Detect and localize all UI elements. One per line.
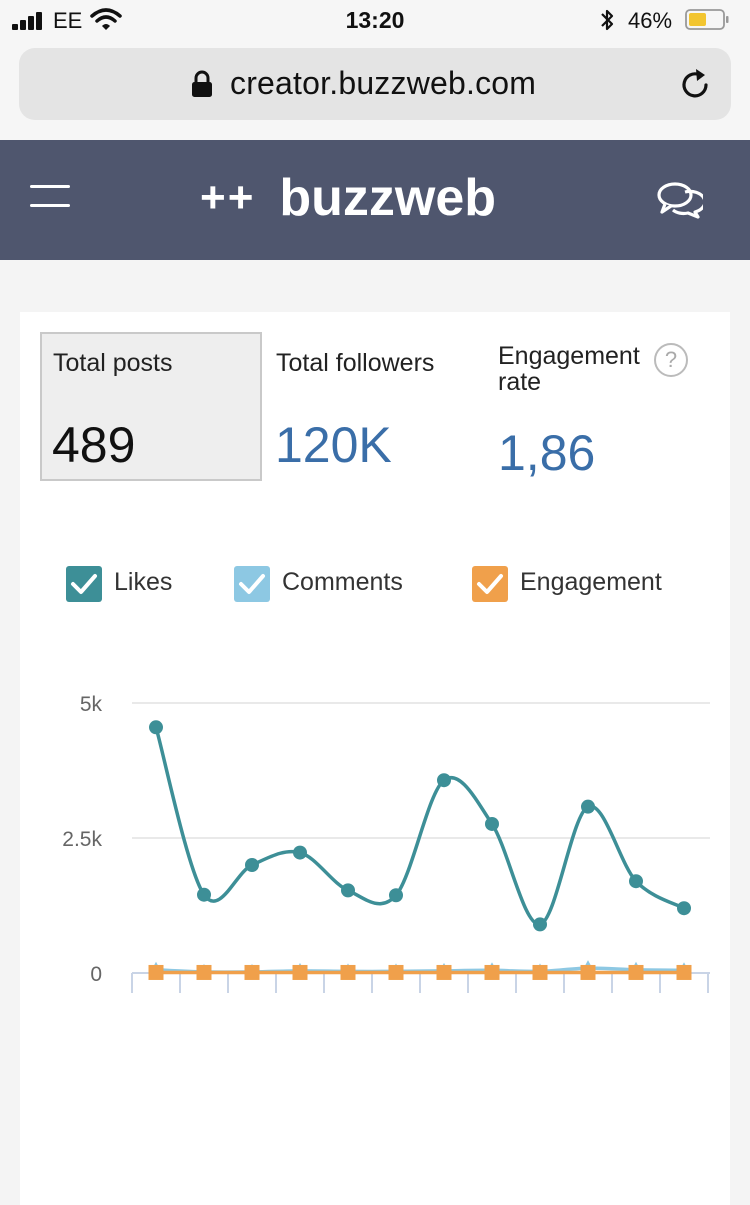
data-point-likes xyxy=(581,799,595,814)
data-point-likes xyxy=(341,883,355,898)
data-point-likes xyxy=(245,858,259,872)
data-point-likes xyxy=(197,887,211,902)
data-point-likes xyxy=(485,816,499,831)
help-icon[interactable]: ? xyxy=(654,343,688,377)
legend-label: Comments xyxy=(282,568,403,596)
data-point-likes xyxy=(533,917,547,932)
logo-mark: ++ xyxy=(200,173,256,222)
bluetooth-icon xyxy=(601,9,614,31)
y-tick-label: 5k xyxy=(80,693,103,716)
y-axis: 0 2.5k 5k xyxy=(62,693,102,986)
data-point-engagement xyxy=(244,964,260,980)
checkbox-engagement[interactable] xyxy=(472,566,508,602)
data-point-engagement xyxy=(436,964,452,980)
browser-toolbar: creator.buzzweb.com xyxy=(0,40,750,140)
line-chart: 0 2.5k 5k xyxy=(62,693,710,993)
data-point-engagement xyxy=(148,964,164,980)
analytics-card: Total posts 489 Total followers 120K Eng… xyxy=(20,312,730,1205)
lock-icon xyxy=(192,70,212,97)
stat-label: Total followers xyxy=(276,349,435,377)
battery-icon xyxy=(685,9,729,30)
series-engagement xyxy=(148,964,692,980)
y-tick-label: 0 xyxy=(90,963,102,986)
data-point-likes xyxy=(293,845,307,860)
url-text: creator.buzzweb.com xyxy=(230,65,537,101)
data-point-likes xyxy=(677,901,691,916)
data-point-likes xyxy=(389,888,403,903)
y-tick-label: 2.5k xyxy=(62,828,102,851)
chart-grid xyxy=(132,702,710,974)
battery-percent: 46% xyxy=(628,8,673,33)
checkbox-likes[interactable] xyxy=(66,566,102,602)
data-point-engagement xyxy=(292,964,308,980)
series-likes xyxy=(149,720,691,932)
stat-total-posts[interactable]: Total posts 489 xyxy=(40,332,262,481)
check-icon xyxy=(71,574,97,594)
stat-value: 489 xyxy=(52,417,136,473)
stat-value: 120K xyxy=(275,417,392,473)
hamburger-menu-icon[interactable] xyxy=(30,185,70,207)
x-axis xyxy=(131,972,710,993)
data-point-engagement xyxy=(340,964,356,980)
stat-label-line1: Engagement xyxy=(498,342,640,370)
wifi-icon xyxy=(90,8,122,30)
carrier-label: EE xyxy=(53,8,83,33)
chat-icon[interactable] xyxy=(655,180,703,220)
data-point-engagement xyxy=(628,964,644,980)
reload-icon[interactable] xyxy=(679,68,713,102)
chart-series xyxy=(148,720,692,980)
stat-value: 1,86 xyxy=(498,425,596,481)
data-point-likes xyxy=(629,874,643,889)
data-point-likes xyxy=(437,773,451,788)
data-point-engagement xyxy=(580,964,596,980)
app-header: ++ buzzweb xyxy=(0,140,750,260)
logo-text: buzzweb xyxy=(279,169,497,227)
checkbox-comments[interactable] xyxy=(234,566,270,602)
series-line-likes xyxy=(154,726,685,927)
check-icon xyxy=(477,574,503,594)
data-point-engagement xyxy=(484,964,500,980)
stat-label: Total posts xyxy=(53,349,173,377)
brand-logo[interactable]: ++ buzzweb xyxy=(200,168,496,228)
clock: 13:20 xyxy=(345,7,405,33)
signal-icon xyxy=(12,12,48,30)
data-point-engagement xyxy=(388,964,404,980)
stat-label-line2: rate xyxy=(498,368,542,396)
status-bar: EE 13:20 46% xyxy=(0,0,750,40)
stat-engagement-rate[interactable]: Engagement rate ? 1,86 xyxy=(498,332,718,482)
data-point-engagement xyxy=(676,964,692,980)
legend-label: Engagement xyxy=(520,568,662,596)
data-point-engagement xyxy=(196,964,212,980)
address-bar[interactable]: creator.buzzweb.com xyxy=(19,48,731,120)
stat-total-followers[interactable]: Total followers 120K xyxy=(275,332,485,482)
legend-label: Likes xyxy=(114,568,173,596)
data-point-engagement xyxy=(532,964,548,980)
data-point-likes xyxy=(149,720,163,735)
check-icon xyxy=(239,574,265,594)
